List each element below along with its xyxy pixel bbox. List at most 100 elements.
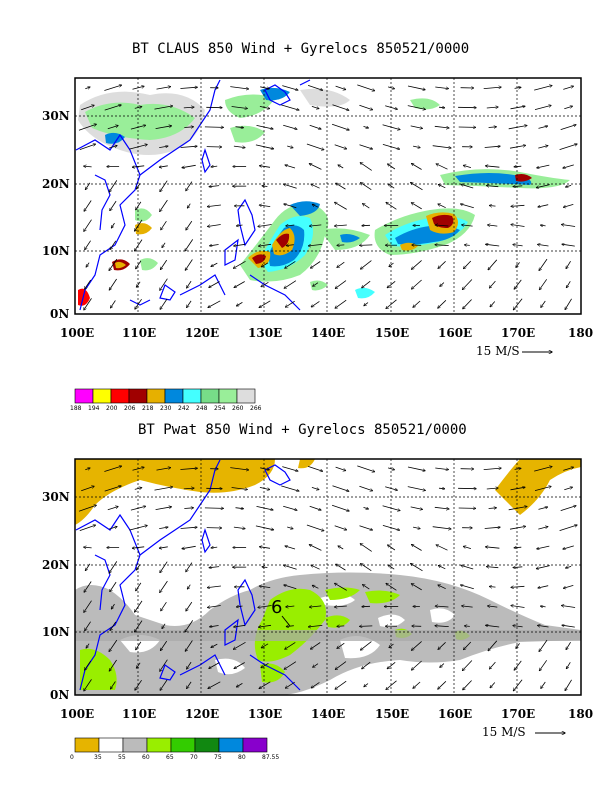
wind-vector xyxy=(160,180,168,192)
colorbar-swatch xyxy=(170,737,196,753)
wind-vector xyxy=(563,86,573,90)
wind-vector xyxy=(538,204,549,207)
wind-vector xyxy=(79,525,96,531)
wind-vector xyxy=(282,466,298,472)
wind-vector xyxy=(440,282,445,287)
wind-vector xyxy=(335,202,347,210)
bottom-xtick-170e: 170E xyxy=(501,707,536,721)
wind-vector xyxy=(514,468,521,469)
wind-vector xyxy=(136,183,141,189)
wind-vector xyxy=(538,126,548,129)
wind-vector xyxy=(511,225,525,227)
wind-vector xyxy=(488,259,498,270)
wind-vector xyxy=(363,507,369,509)
wind-vector xyxy=(361,183,372,191)
wind-vector xyxy=(111,300,116,308)
wind-vector xyxy=(285,261,296,268)
wind-vector xyxy=(84,600,92,613)
wind-vector xyxy=(306,143,324,150)
wind-vector xyxy=(335,280,347,289)
wind-vector xyxy=(490,280,496,288)
wind-vector xyxy=(255,144,274,149)
wind-vector xyxy=(462,606,473,607)
wind-vector xyxy=(108,527,117,530)
wind-vector xyxy=(311,682,320,688)
wind-vector xyxy=(560,125,576,130)
wind-vector xyxy=(436,545,448,551)
wind-vector xyxy=(364,683,369,687)
wind-vector xyxy=(258,605,272,608)
bottom-ytick-20n: 20N xyxy=(42,558,70,572)
wind-vector xyxy=(465,245,470,246)
wind-vector xyxy=(209,662,220,669)
wind-vector xyxy=(363,585,370,590)
wind-vector xyxy=(382,505,400,511)
wind-vector xyxy=(281,485,299,491)
wind-vector xyxy=(311,184,320,189)
wind-vector xyxy=(337,261,345,267)
wind-vector xyxy=(161,220,167,230)
wind-vector xyxy=(311,106,319,108)
wind-vector xyxy=(135,298,142,309)
wind-vector xyxy=(134,107,142,109)
wind-vector xyxy=(537,545,550,549)
wind-vector xyxy=(566,260,571,268)
wind-vector xyxy=(335,225,347,226)
wind-vector xyxy=(130,506,146,511)
wind-vector xyxy=(233,260,246,268)
wind-vector xyxy=(511,606,525,608)
top-ref-vector-label: 15 M/S xyxy=(476,344,520,358)
wind-vector xyxy=(462,279,473,290)
wind-vector xyxy=(208,300,221,308)
wind-vector xyxy=(309,505,321,510)
wind-vector xyxy=(513,186,523,187)
wind-vector xyxy=(160,580,168,592)
wind-vector xyxy=(488,225,498,226)
wind-vector xyxy=(357,84,374,91)
wind-vector xyxy=(258,224,272,227)
wind-vector xyxy=(388,565,395,570)
wind-vector xyxy=(438,204,446,209)
wind-vector xyxy=(387,661,396,668)
wind-vector xyxy=(313,663,319,668)
wind-vector xyxy=(129,526,147,531)
bottom-title: BT Pwat 850 Wind + Gyrelocs 850521/0000 xyxy=(138,422,467,438)
colorbar-label: 70 xyxy=(190,754,198,761)
wind-vector xyxy=(385,105,397,109)
wind-vector xyxy=(337,626,345,627)
wind-vector xyxy=(261,662,269,667)
wind-vector xyxy=(136,582,142,591)
wind-vector xyxy=(435,467,448,470)
wind-vector xyxy=(534,486,551,491)
wind-vector xyxy=(132,86,145,90)
wind-vector xyxy=(412,545,422,551)
wind-vector xyxy=(160,259,168,269)
wind-vector xyxy=(360,163,372,171)
wind-vector xyxy=(387,280,396,287)
wind-vector xyxy=(104,105,122,111)
wind-vector xyxy=(104,486,122,492)
colorbar-label: 200 xyxy=(106,405,118,412)
wind-vector xyxy=(336,183,346,190)
wind-vector xyxy=(514,547,522,548)
wind-vector xyxy=(386,583,397,591)
wind-vector xyxy=(438,585,446,590)
wind-vector xyxy=(489,587,496,588)
wind-vector xyxy=(487,186,499,187)
wind-vector xyxy=(361,641,372,651)
colorbar-label: 55 xyxy=(118,754,126,761)
wind-vector xyxy=(235,127,244,128)
wind-vector xyxy=(237,683,243,687)
wind-vector xyxy=(260,86,269,89)
wind-vector xyxy=(135,620,143,632)
wind-vector xyxy=(412,260,422,269)
wind-vector xyxy=(389,643,394,648)
wind-vector xyxy=(566,662,571,668)
wind-vector xyxy=(180,87,197,88)
wind-vector xyxy=(513,298,523,310)
wind-vector xyxy=(187,681,192,689)
wind-vector xyxy=(156,87,171,90)
wind-vector xyxy=(335,583,347,591)
wind-vector xyxy=(385,486,397,490)
wind-vector xyxy=(559,525,578,531)
